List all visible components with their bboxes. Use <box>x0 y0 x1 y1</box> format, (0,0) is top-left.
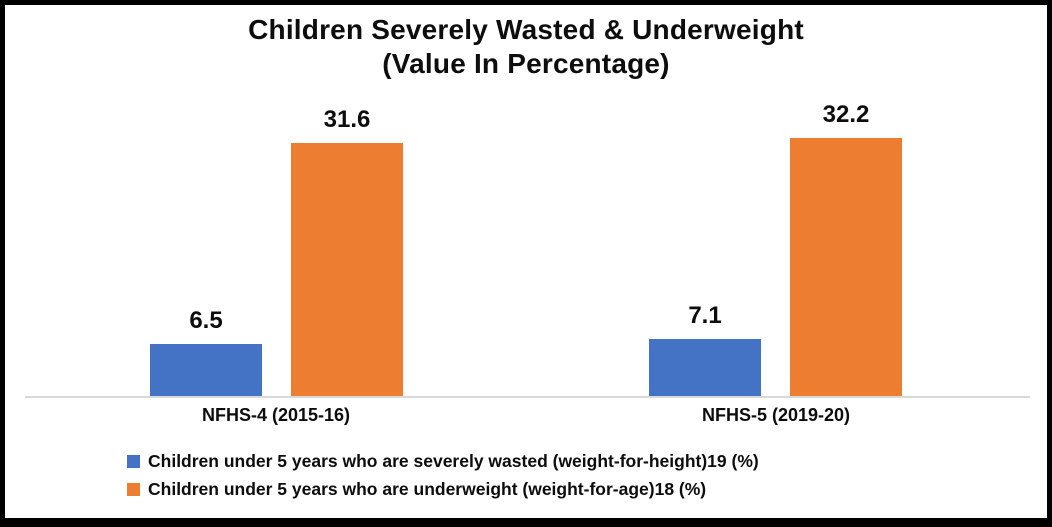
legend-label-underweight: Children under 5 years who are underweig… <box>148 479 707 499</box>
bar-value-label: 31.6 <box>323 106 371 133</box>
chart-title-line1: Children Severely Wasted & Underweight <box>248 14 804 45</box>
legend-swatch-orange-icon <box>127 483 140 496</box>
bar-value-label: 32.2 <box>822 101 870 128</box>
bar-value-label: 6.5 <box>189 307 223 334</box>
bar-value-label: 7.1 <box>688 302 722 329</box>
bar-underweight-nfhs5: 32.2 <box>790 101 902 396</box>
legend-label-severely-wasted: Children under 5 years who are severely … <box>148 451 759 471</box>
bar-severely-wasted-nfhs4: 6.5 <box>150 307 262 396</box>
bar-rect-blue <box>649 339 761 396</box>
legend: Children under 5 years who are severely … <box>127 451 759 500</box>
bar-rect-orange <box>790 138 902 396</box>
chart-title: Children Severely Wasted & Underweight (… <box>0 13 1052 81</box>
chart-title-line2: (Value In Percentage) <box>382 48 670 79</box>
x-axis-baseline <box>25 396 1030 398</box>
x-axis-label-nfhs5: NFHS-5 (2019-20) <box>701 405 851 425</box>
bar-rect-blue <box>150 344 262 396</box>
legend-item-underweight: Children under 5 years who are underweig… <box>127 479 759 500</box>
legend-swatch-blue-icon <box>127 455 140 468</box>
bar-severely-wasted-nfhs5: 7.1 <box>649 302 761 396</box>
bar-underweight-nfhs4: 31.6 <box>291 106 403 396</box>
legend-item-severely-wasted: Children under 5 years who are severely … <box>127 451 759 472</box>
bar-rect-orange <box>291 143 403 396</box>
x-axis-label-nfhs4: NFHS-4 (2015-16) <box>201 405 351 425</box>
